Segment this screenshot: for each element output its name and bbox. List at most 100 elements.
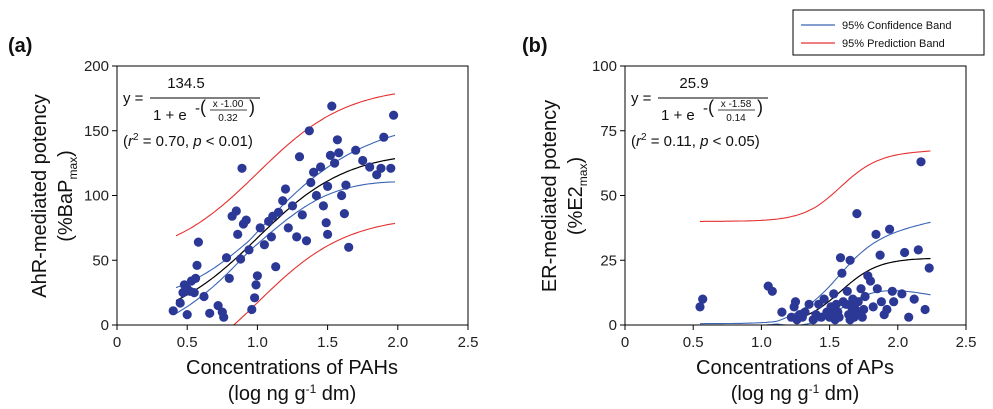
panel-a-y-ticks: 0 50 100 150 200	[84, 58, 117, 334]
data-point	[344, 242, 354, 252]
data-point	[309, 167, 319, 177]
panel-b: (b) 0 0.5 1.0 1.5 2.0 2.5 0 25 50 75 100 y = 25.9…	[522, 35, 976, 405]
data-point	[887, 286, 897, 296]
panel-a-x-unit-suffix: dm)	[316, 383, 356, 405]
panel-b-eq-exp-denominator: 0.14	[726, 113, 746, 124]
panel-b-eq-lparen: (	[708, 97, 714, 117]
data-point	[252, 271, 262, 281]
data-point	[318, 201, 328, 211]
panel-a-points	[168, 101, 399, 322]
data-point	[327, 101, 337, 111]
panel-b-y-unit-suffix: )	[565, 157, 587, 164]
panel-a-stats-r2: = 0.70,	[139, 133, 194, 150]
data-point	[800, 307, 810, 317]
panel-a-y-unit: (%BaPmax)	[55, 150, 80, 242]
data-point	[389, 110, 399, 120]
x-tick-label: 2.5	[956, 334, 977, 351]
data-point	[924, 263, 934, 273]
data-point	[859, 304, 869, 315]
panel-b-stats-r2: = 0.11,	[647, 133, 701, 150]
data-point	[297, 210, 307, 220]
data-point	[889, 297, 899, 307]
panel-a-y-unit-sub: max	[66, 157, 80, 180]
data-point	[193, 237, 203, 247]
x-tick-label: 0	[621, 334, 629, 351]
data-point	[247, 304, 257, 315]
y-tick-label: 200	[84, 58, 109, 75]
data-point	[199, 291, 209, 302]
data-point	[876, 297, 887, 307]
data-point	[339, 209, 349, 219]
data-point	[168, 306, 178, 316]
data-point	[829, 289, 839, 299]
panel-b-eq-exp-numerator: x -1.58	[721, 99, 752, 110]
panel-a-y-unit-prefix: (%BaP	[55, 180, 77, 242]
data-point	[323, 181, 333, 191]
y-tick-label: 150	[84, 123, 109, 140]
data-point	[358, 155, 368, 166]
data-point	[301, 236, 312, 246]
panel-b-axes-frame	[624, 65, 967, 326]
data-point	[853, 297, 863, 307]
data-point	[885, 224, 895, 234]
data-point	[819, 294, 829, 304]
panel-a-x-unit-prefix: (log ng g	[228, 383, 306, 405]
data-point	[365, 162, 375, 172]
x-tick-label: 2.0	[387, 334, 408, 351]
data-point	[920, 304, 930, 315]
data-point	[790, 297, 801, 307]
panel-b-y-label: ER-mediated potency	[539, 100, 561, 292]
y-tick-label: 50	[92, 252, 109, 269]
data-point	[294, 152, 305, 162]
legend: 95% Confidence Band 95% Prediction Band	[792, 9, 985, 56]
panel-b-prediction-upper	[700, 150, 931, 222]
data-point	[205, 308, 215, 318]
data-point	[311, 190, 321, 201]
data-point	[900, 247, 910, 258]
data-point	[280, 184, 291, 194]
panel-b-stats-sup: 2	[641, 132, 647, 143]
panel-a-x-unit-exp: -1	[306, 382, 317, 396]
panel-b-x-unit-exp: -1	[809, 382, 820, 396]
panel-b-y-unit-prefix: (%E2	[565, 186, 587, 235]
data-point	[341, 180, 351, 190]
data-point	[304, 126, 314, 136]
panel-b-stats-pval: < 0.05)	[708, 133, 759, 150]
x-tick-label: 1.5	[819, 334, 840, 351]
panel-a-x-unit: (log ng g-1 dm)	[228, 382, 357, 405]
data-point	[292, 232, 302, 242]
data-point	[255, 223, 265, 233]
panel-b-equation: y = 25.9 1 + e - ( x -1.58 0.14 ) (r2 = …	[631, 75, 768, 150]
y-tick-label: 75	[600, 123, 617, 140]
data-point	[334, 148, 344, 158]
data-point	[777, 307, 787, 317]
panel-a-stats-pval: < 0.01)	[202, 133, 253, 150]
y-tick-label: 50	[600, 188, 617, 205]
panel-b-eq-numerator: 25.9	[679, 75, 708, 92]
data-point	[266, 232, 276, 242]
panel-b-eq-rparen: )	[757, 97, 763, 117]
data-point	[191, 273, 201, 283]
panel-a-equation: y = 134.5 1 + e - ( x -1.00 0.32 ) (r2 =…	[123, 75, 260, 150]
x-tick-label: 1.0	[247, 334, 268, 351]
panel-a-stats: (r2 = 0.70, p < 0.01)	[123, 132, 253, 150]
data-point	[865, 276, 876, 286]
data-point	[868, 302, 878, 312]
panel-a-y-unit-suffix: )	[55, 150, 77, 157]
panel-a: (a) 0 0.5 1.0 1.5 2.0 2.5 0 50 100 150 200 y = 13…	[8, 35, 478, 405]
panel-b-x-label: Concentrations of APs	[696, 357, 894, 379]
data-point	[259, 240, 269, 250]
panel-b-confidence-band	[700, 221, 931, 326]
panel-a-eq-lparen: (	[200, 97, 206, 117]
panel-b-x-unit: (log ng g-1 dm)	[731, 382, 860, 405]
panel-a-x-ticks: 0 0.5 1.0 1.5 2.0 2.5	[113, 325, 478, 351]
data-point	[845, 255, 855, 265]
panel-b-label: (b)	[522, 35, 548, 57]
data-point	[221, 253, 232, 263]
panel-a-fit-curve	[175, 158, 396, 302]
data-point	[698, 294, 708, 304]
data-point	[695, 302, 705, 312]
data-point	[278, 196, 288, 206]
panel-a-eq-exp-minus: -	[195, 100, 200, 117]
data-point	[372, 170, 382, 180]
